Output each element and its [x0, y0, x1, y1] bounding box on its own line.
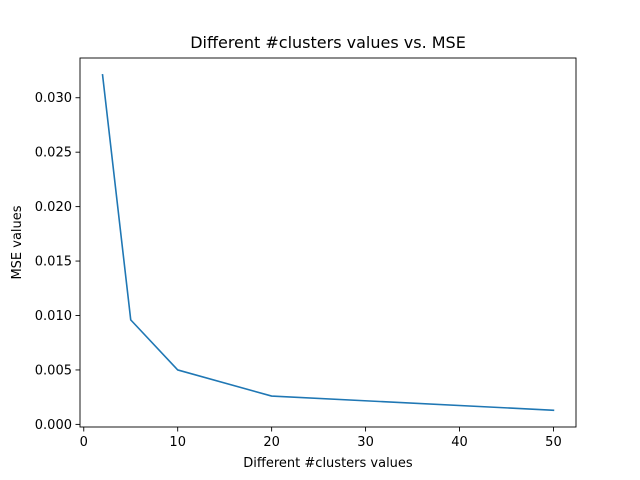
series-line-0 [101, 73, 555, 412]
plot-area: 0 10 20 30 40 50 0.000 0.005 0.010 0.015 0.020 0.02… [35, 57, 577, 450]
y-tick-label: 0.020 [35, 200, 72, 215]
x-tick-label: 0 [80, 435, 88, 450]
y-tick-label: 0.005 [35, 363, 72, 378]
y-axis-label: MSE values [10, 205, 25, 279]
y-tick-label: 0.025 [35, 146, 72, 161]
y-tick-label: 0.010 [35, 309, 72, 324]
axes-frame [79, 57, 577, 428]
x-tick-label: 20 [263, 435, 280, 450]
y-tick-label: 0.015 [35, 255, 72, 270]
x-tick-label: 50 [545, 435, 562, 450]
x-tick-label: 40 [451, 435, 468, 450]
x-tick-label: 10 [169, 435, 186, 450]
y-tick-label: 0.000 [35, 418, 72, 433]
y-tick-label: 0.030 [35, 91, 72, 106]
chart-title: Different #clusters values vs. MSE [190, 33, 466, 52]
x-tick-label: 30 [357, 435, 374, 450]
x-axis-label: Different #clusters values [243, 456, 413, 471]
